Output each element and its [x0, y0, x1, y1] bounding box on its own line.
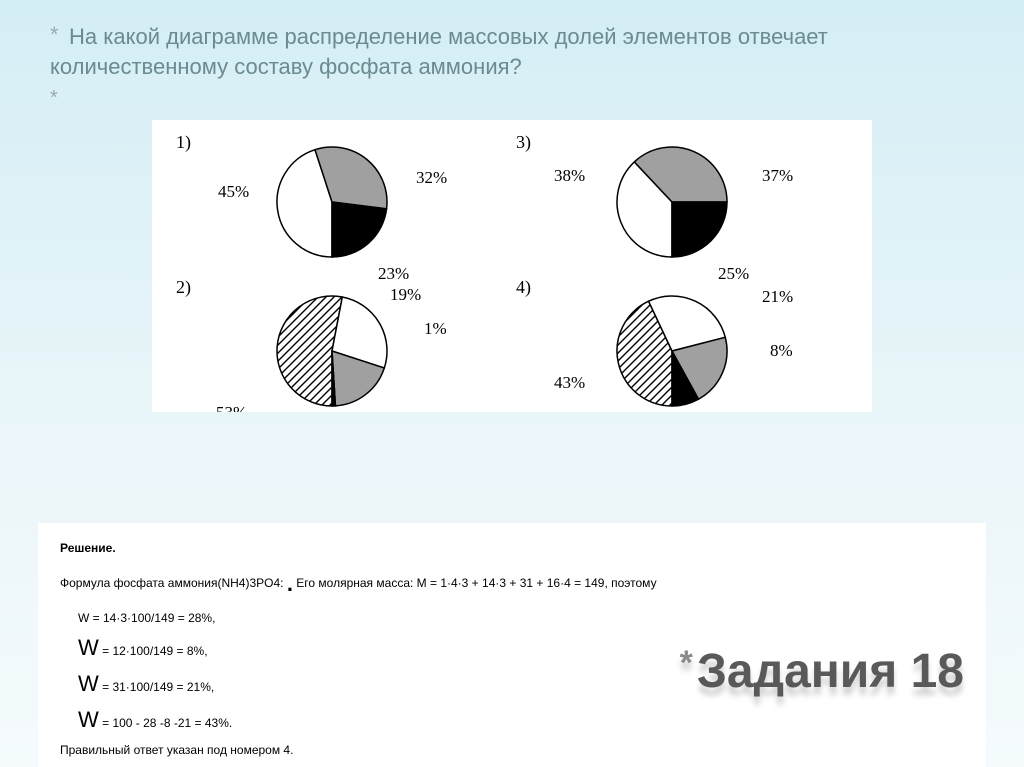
percent-label: 1% [424, 319, 447, 339]
task-title-text: Задания 18 [697, 645, 964, 698]
chart-cell: 4)43%21%8% [512, 275, 852, 412]
dot-separator: . [287, 571, 293, 596]
title-asterisk: * [680, 644, 693, 682]
percent-label: 32% [416, 168, 447, 188]
answer-line: Правильный ответ указан под номером 4. [60, 743, 964, 757]
solution-panel: Решение. Формула фосфата аммония(NH4)3PO… [38, 523, 986, 767]
formula-post: Его молярная масса: M = 1·4·3 + 14·3 + 3… [296, 576, 656, 590]
chart-grid: 1)45%32%23%3)38%37%25%2)53%19%1%4)43%21%… [172, 130, 852, 412]
question-text: На какой диаграмме распределение массовы… [50, 24, 828, 79]
w2-text: = 12·100/149 = 8%, [102, 644, 207, 658]
pie-chart [512, 130, 852, 275]
w-symbol: W [78, 707, 99, 732]
percent-label: 19% [390, 285, 421, 305]
w4-text: = 100 - 28 -8 -21 = 43%. [102, 716, 232, 730]
pie-slice [672, 202, 727, 257]
bullet-asterisk: * [50, 22, 59, 47]
solution-formula-line: Формула фосфата аммония(NH4)3PO4: . Его … [60, 571, 964, 597]
charts-panel: 1)45%32%23%3)38%37%25%2)53%19%1%4)43%21%… [152, 120, 872, 412]
pie-slice [332, 202, 387, 257]
chart-cell: 3)38%37%25% [512, 130, 852, 275]
w-symbol: W [78, 635, 99, 660]
question-block: * На какой диаграмме распределение массо… [0, 0, 1024, 120]
w-symbol: W [78, 671, 99, 696]
percent-label: 21% [762, 287, 793, 307]
solution-heading: Решение. [60, 541, 964, 555]
w1-text: W = 14·3·100/149 = 28%, [78, 611, 215, 625]
sub-asterisk: * [50, 87, 974, 110]
task-title: *Задания 18 [680, 644, 964, 699]
pie-chart [172, 275, 512, 412]
w3-text: = 31·100/149 = 21%, [102, 680, 214, 694]
formula-pre: Формула фосфата аммония(NH4)3PO4: [60, 576, 287, 590]
percent-label: 45% [218, 182, 249, 202]
percent-label: 8% [770, 341, 793, 361]
w-line-4: W = 100 - 28 -8 -21 = 43%. [78, 707, 964, 733]
chart-cell: 1)45%32%23% [172, 130, 512, 275]
percent-label: 53% [216, 403, 247, 412]
chart-cell: 2)53%19%1% [172, 275, 512, 412]
pie-chart [172, 130, 512, 275]
w-line-1: W = 14·3·100/149 = 28%, [78, 611, 964, 625]
percent-label: 43% [554, 373, 585, 393]
percent-label: 37% [762, 166, 793, 186]
percent-label: 38% [554, 166, 585, 186]
question-line: * На какой диаграмме распределение массо… [50, 22, 974, 81]
